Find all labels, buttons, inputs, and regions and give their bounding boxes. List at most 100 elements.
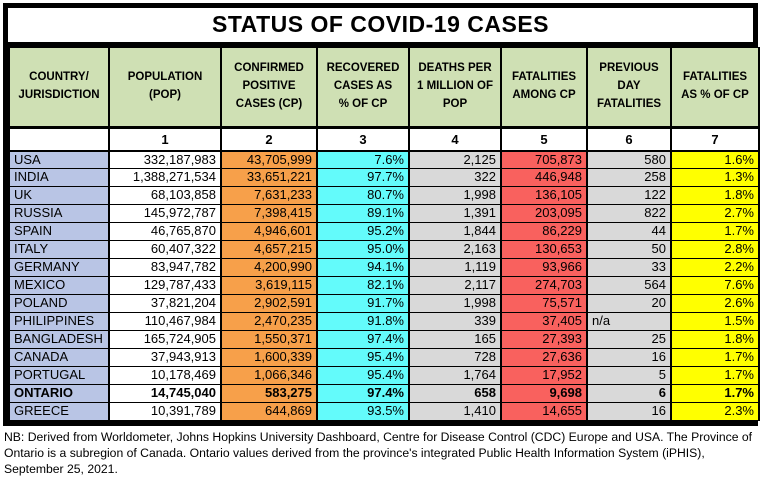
cell-deaths_per_million: 658	[408, 384, 502, 403]
column-number-recovered_pct: 3	[316, 127, 410, 152]
cell-prev_day_fatalities: 122	[586, 186, 672, 205]
cell-fatalities_pct: 1.7%	[670, 348, 760, 367]
cell-fatalities_pct: 1.7%	[670, 366, 760, 385]
cell-fatalities: 203,095	[500, 204, 588, 223]
column-header-deaths_per_million: DEATHS PER 1 MILLION OF POP	[408, 47, 502, 129]
cell-fatalities: 446,948	[500, 168, 588, 187]
cell-recovered_pct: 82.1%	[316, 276, 410, 295]
cell-country: GREECE	[8, 402, 110, 421]
cell-population: 1,388,271,534	[108, 168, 222, 187]
table-row: UK 68,103,858 7,631,233 80.7% 1,998 136,105 12…	[8, 186, 760, 205]
cell-confirmed: 4,200,990	[220, 258, 318, 277]
column-header-fatalities: FATALITIES AMONG CP	[500, 47, 588, 129]
cell-country: MEXICO	[8, 276, 110, 295]
table-row: POLAND 37,821,204 2,902,591 91.7% 1,998 75,57…	[8, 294, 760, 313]
cell-confirmed: 4,946,601	[220, 222, 318, 241]
cell-confirmed: 2,902,591	[220, 294, 318, 313]
cell-fatalities: 27,636	[500, 348, 588, 367]
cell-recovered_pct: 94.1%	[316, 258, 410, 277]
column-number-country	[8, 127, 110, 152]
cell-confirmed: 33,651,221	[220, 168, 318, 187]
cell-recovered_pct: 95.2%	[316, 222, 410, 241]
cell-country: RUSSIA	[8, 204, 110, 223]
column-number-deaths_per_million: 4	[408, 127, 502, 152]
cell-recovered_pct: 95.4%	[316, 366, 410, 385]
cell-prev_day_fatalities: n/a	[586, 312, 672, 331]
cell-deaths_per_million: 728	[408, 348, 502, 367]
cell-prev_day_fatalities: 50	[586, 240, 672, 259]
cell-deaths_per_million: 339	[408, 312, 502, 331]
cell-deaths_per_million: 1,998	[408, 186, 502, 205]
cell-fatalities: 130,653	[500, 240, 588, 259]
cell-prev_day_fatalities: 5	[586, 366, 672, 385]
cell-prev_day_fatalities: 20	[586, 294, 672, 313]
cell-recovered_pct: 7.6%	[316, 150, 410, 169]
cell-country: UK	[8, 186, 110, 205]
cell-recovered_pct: 91.8%	[316, 312, 410, 331]
cell-fatalities: 86,229	[500, 222, 588, 241]
cell-population: 129,787,433	[108, 276, 222, 295]
cell-recovered_pct: 91.7%	[316, 294, 410, 313]
cell-fatalities_pct: 1.7%	[670, 222, 760, 241]
column-number-population: 1	[108, 127, 222, 152]
cell-prev_day_fatalities: 44	[586, 222, 672, 241]
cell-population: 332,187,983	[108, 150, 222, 169]
cell-deaths_per_million: 1,764	[408, 366, 502, 385]
cell-deaths_per_million: 2,125	[408, 150, 502, 169]
column-header-fatalities_pct: FATALITIES AS % OF CP	[670, 47, 760, 129]
table-row: MEXICO 129,787,433 3,619,115 82.1% 2,117 274,…	[8, 276, 760, 295]
cell-country: ITALY	[8, 240, 110, 259]
cell-fatalities_pct: 2.7%	[670, 204, 760, 223]
cell-fatalities: 37,405	[500, 312, 588, 331]
cell-fatalities: 27,393	[500, 330, 588, 349]
cell-prev_day_fatalities: 16	[586, 348, 672, 367]
cell-deaths_per_million: 1,410	[408, 402, 502, 421]
cell-population: 83,947,782	[108, 258, 222, 277]
cell-prev_day_fatalities: 6	[586, 384, 672, 403]
cell-fatalities_pct: 2.3%	[670, 402, 760, 421]
cell-population: 14,745,040	[108, 384, 222, 403]
table-row: ITALY 60,407,322 4,657,215 95.0% 2,163 130,65…	[8, 240, 760, 259]
table-row: USA 332,187,983 43,705,999 7.6% 2,125 705,873…	[8, 150, 760, 169]
table-row: BANGLADESH 165,724,905 1,550,371 97.4% 165 27…	[8, 330, 760, 349]
cell-country: PORTUGAL	[8, 366, 110, 385]
table-row: RUSSIA 145,972,787 7,398,415 89.1% 1,391 203,…	[8, 204, 760, 223]
column-number-prev_day_fatalities: 6	[586, 127, 672, 152]
cell-confirmed: 1,550,371	[220, 330, 318, 349]
cell-country: ONTARIO	[8, 384, 110, 403]
column-number-fatalities_pct: 7	[670, 127, 760, 152]
column-number-confirmed: 2	[220, 127, 318, 152]
cell-recovered_pct: 97.7%	[316, 168, 410, 187]
table-row: GREECE 10,391,789 644,869 93.5% 1,410 14,655 1…	[8, 402, 760, 421]
cell-fatalities_pct: 1.7%	[670, 384, 760, 403]
column-header-recovered_pct: RECOVERED CASES AS % OF CP	[316, 47, 410, 129]
cell-deaths_per_million: 1,844	[408, 222, 502, 241]
cell-recovered_pct: 80.7%	[316, 186, 410, 205]
cell-fatalities_pct: 1.5%	[670, 312, 760, 331]
cell-population: 145,972,787	[108, 204, 222, 223]
cell-country: BANGLADESH	[8, 330, 110, 349]
cell-fatalities_pct: 2.2%	[670, 258, 760, 277]
header-row: COUNTRY/ JURISDICTION POPULATION (POP) CON…	[8, 47, 760, 129]
cell-population: 10,391,789	[108, 402, 222, 421]
cell-prev_day_fatalities: 33	[586, 258, 672, 277]
cell-population: 68,103,858	[108, 186, 222, 205]
cell-country: INDIA	[8, 168, 110, 187]
cell-population: 37,821,204	[108, 294, 222, 313]
cell-fatalities: 705,873	[500, 150, 588, 169]
cell-prev_day_fatalities: 564	[586, 276, 672, 295]
cell-fatalities: 93,966	[500, 258, 588, 277]
cell-country: GERMANY	[8, 258, 110, 277]
column-header-population: POPULATION (POP)	[108, 47, 222, 129]
cell-recovered_pct: 97.4%	[316, 330, 410, 349]
cell-prev_day_fatalities: 258	[586, 168, 672, 187]
table-body: USA 332,187,983 43,705,999 7.6% 2,125 705,873…	[8, 150, 760, 421]
page-title: STATUS OF COVID-19 CASES	[8, 8, 753, 47]
table-row: CANADA 37,943,913 1,600,339 95.4% 728 27,636 1…	[8, 348, 760, 367]
cell-fatalities_pct: 2.6%	[670, 294, 760, 313]
cell-confirmed: 4,657,215	[220, 240, 318, 259]
cell-fatalities: 17,952	[500, 366, 588, 385]
cell-prev_day_fatalities: 822	[586, 204, 672, 223]
cell-population: 10,178,469	[108, 366, 222, 385]
